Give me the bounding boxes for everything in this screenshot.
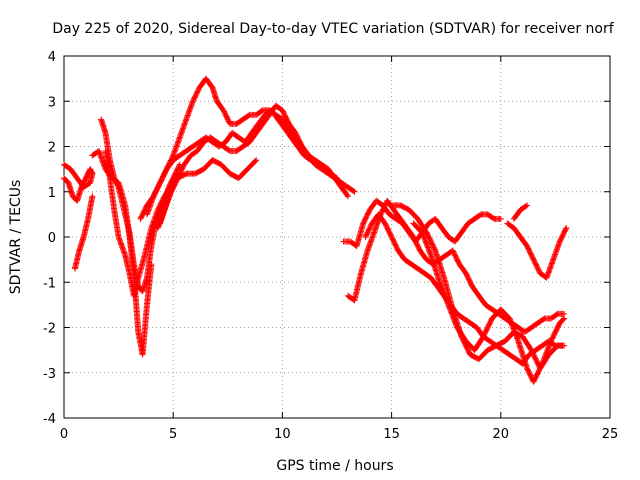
grid — [64, 56, 610, 418]
x-tick-label: 5 — [169, 427, 177, 442]
data-point — [89, 193, 96, 200]
data-point — [88, 169, 95, 176]
y-tick-label: -2 — [43, 322, 56, 337]
y-tick-label: 0 — [48, 231, 56, 246]
data-point — [522, 203, 529, 210]
x-tick-label: 20 — [493, 427, 510, 442]
data-point — [344, 193, 351, 200]
series-arc-1 — [61, 161, 96, 191]
series-arc-9 — [154, 102, 351, 231]
x-tick-label: 0 — [60, 427, 68, 442]
series-arc-3 — [71, 193, 96, 272]
data-point — [524, 202, 531, 209]
y-tick-label: 3 — [48, 95, 56, 110]
x-tick-label: 10 — [274, 427, 291, 442]
series-arc-16 — [504, 220, 570, 281]
y-axis-label: SDTVAR / TECUs — [8, 180, 24, 295]
y-tick-label: -3 — [43, 367, 56, 382]
data-point — [89, 170, 96, 177]
data-point — [561, 315, 568, 322]
x-tick-label: 15 — [383, 427, 400, 442]
data-point — [563, 224, 570, 231]
chart-title: Day 225 of 2020, Sidereal Day-to-day VTE… — [52, 21, 614, 37]
data-point — [351, 188, 358, 195]
axis-ticks — [63, 55, 611, 419]
y-tick-label: 1 — [48, 186, 56, 201]
data-point — [561, 342, 568, 349]
x-tick-labels: 0 5 10 15 20 25 — [60, 427, 618, 442]
data-point — [560, 316, 567, 323]
series-arc-15 — [410, 220, 568, 385]
data-point — [252, 158, 259, 165]
series-arc-2 — [61, 166, 96, 204]
y-tick-label: -4 — [43, 412, 56, 427]
y-tick-label: -1 — [43, 276, 56, 291]
y-tick-label: 2 — [48, 141, 56, 156]
series-arc-17 — [510, 202, 531, 222]
series-arc-6 — [102, 148, 183, 299]
x-axis-label: GPS time / hours — [276, 458, 393, 474]
data-point — [497, 215, 504, 222]
data-point — [344, 192, 351, 199]
data-points — [61, 75, 570, 385]
y-tick-label: 4 — [48, 50, 56, 65]
series-arc-10 — [157, 157, 260, 227]
data-point — [253, 157, 260, 164]
data-point — [350, 187, 357, 194]
data-point — [562, 226, 569, 233]
y-tick-labels: -4 -3 -2 -1 0 1 2 3 4 — [43, 50, 56, 427]
x-tick-label: 25 — [602, 427, 619, 442]
